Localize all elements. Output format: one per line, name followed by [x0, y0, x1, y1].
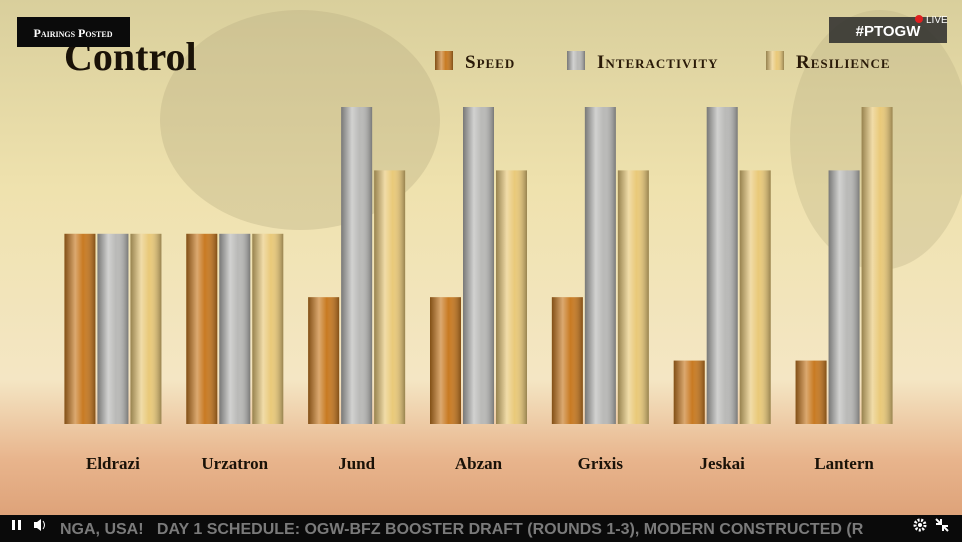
volume-button[interactable] [34, 519, 45, 531]
bar-shade [374, 170, 406, 424]
bar-shade [795, 360, 827, 424]
ticker: NGA, USA! DAY 1 SCHEDULE: OGW-BFZ BOOSTE… [60, 521, 864, 538]
bar-shade [584, 107, 616, 424]
bar-shade [463, 107, 494, 424]
bar-shade [186, 233, 218, 424]
live-dot [915, 15, 923, 23]
x-tick-label: Grixis [578, 454, 624, 473]
x-tick-label: Jund [338, 454, 375, 473]
bar-shade [97, 233, 129, 424]
legend-label: Speed [465, 52, 515, 73]
legend: Speed Interactivity Resilience [435, 51, 891, 73]
bar-shade [739, 170, 771, 424]
bar-shade [252, 233, 284, 424]
ticker-bar [0, 515, 962, 542]
fullscreen-button[interactable] [935, 518, 949, 532]
badge-box [17, 17, 130, 47]
bar-shade [828, 170, 860, 424]
legend-swatch-shade [567, 51, 585, 70]
bar-shade [341, 107, 373, 424]
legend-swatch-shade [766, 51, 784, 70]
bar-shade [673, 360, 705, 424]
settings-button[interactable] [913, 518, 927, 532]
x-tick-label: Eldrazi [86, 454, 140, 473]
hashtag-box [829, 17, 947, 43]
pause-button[interactable] [12, 520, 21, 530]
bar-shade [617, 170, 649, 424]
badge: Pairings Posted [33, 26, 112, 40]
live: LIVE [926, 15, 948, 26]
bar-shade [64, 233, 96, 424]
bar-shade [219, 233, 251, 424]
bar-shade [706, 107, 738, 424]
x-tick-label: Abzan [455, 454, 503, 473]
plot: Eldrazi Urzatron Jund Abzan Grixis Jeskai Lant… [64, 107, 893, 473]
legend-swatch-shade [435, 51, 453, 70]
hashtag: #PTOGW [856, 23, 922, 40]
bar-shade [430, 297, 461, 424]
legend-label: Resilience [796, 52, 891, 73]
x-tick-label: Lantern [814, 454, 874, 473]
x-tick-label: Urzatron [201, 454, 268, 473]
bar-shade [496, 170, 527, 424]
legend-label: Interactivity [597, 52, 719, 73]
x-tick-label: Jeskai [700, 454, 746, 473]
bar-shade [130, 233, 162, 424]
bar-shade [551, 297, 583, 424]
bar-shade [861, 107, 893, 424]
bar-shade [308, 297, 340, 424]
